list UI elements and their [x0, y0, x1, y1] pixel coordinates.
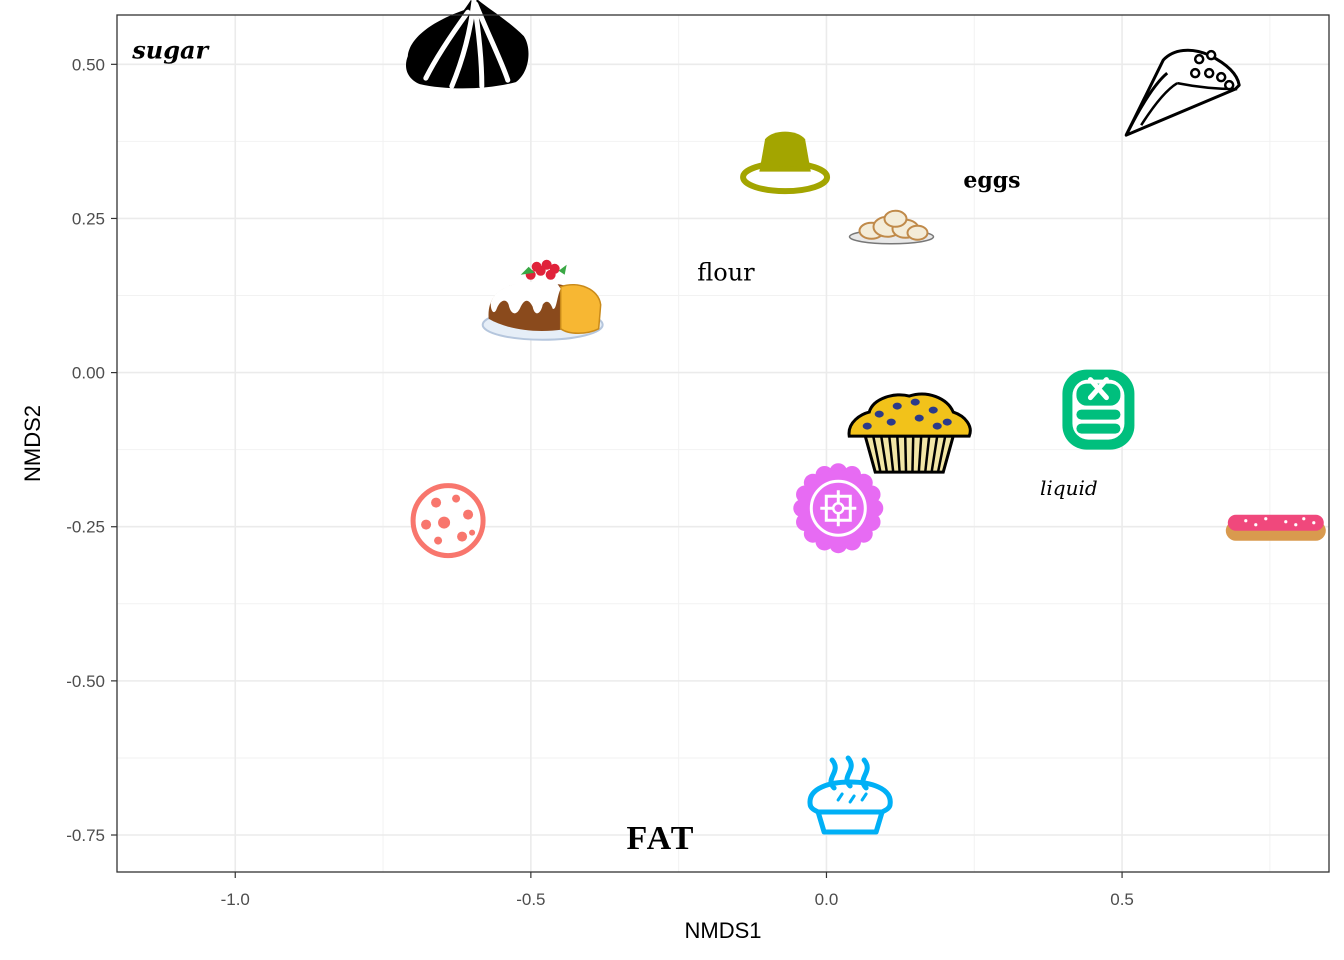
- beignets-icon: [848, 209, 935, 245]
- data-points: [406, 0, 1326, 835]
- y-tick-label: 0.00: [72, 364, 105, 383]
- x-tick-label: 0.0: [815, 890, 839, 909]
- variable-labels: sugar eggs flour liquid FAT: [131, 35, 1097, 856]
- x-tick-label: 0.5: [1110, 890, 1134, 909]
- y-tick-label: -0.50: [66, 672, 105, 691]
- y-tick-label: 0.25: [72, 209, 105, 228]
- x-axis-ticks: -1.0 -0.5 0.0 0.5: [221, 872, 1134, 909]
- pie-icon: [807, 755, 893, 835]
- word-eggs: eggs: [963, 167, 1020, 193]
- panel-background: [117, 15, 1329, 872]
- word-sugar: sugar: [131, 35, 210, 64]
- word-fat: FAT: [626, 820, 695, 857]
- meringue-icon: [406, 0, 529, 89]
- y-tick-label: -0.75: [66, 826, 105, 845]
- y-tick-label: -0.25: [66, 518, 105, 537]
- muffin-icon: [847, 392, 972, 474]
- crepe-icon: [1124, 48, 1241, 137]
- x-axis-title: NMDS1: [684, 918, 761, 943]
- bundt-cake-icon: [481, 259, 604, 341]
- pancakes-icon: [1062, 369, 1135, 450]
- word-flour: flour: [697, 258, 755, 286]
- y-tick-label: 0.50: [72, 55, 105, 74]
- panel-border: [116, 14, 1330, 873]
- grid-lines: [117, 15, 1329, 872]
- eclair-icon: [1225, 514, 1326, 541]
- cookie-icon: [410, 483, 486, 559]
- y-axis-title: NMDS2: [20, 405, 45, 482]
- word-liquid: liquid: [1040, 476, 1098, 500]
- x-tick-label: -1.0: [221, 890, 250, 909]
- x-tick-label: -0.5: [516, 890, 545, 909]
- flan-icon: [740, 131, 831, 195]
- mooncake-icon: [793, 463, 884, 554]
- y-axis-ticks: 0.50 0.25 0.00 -0.25 -0.50 -0.75: [66, 55, 117, 845]
